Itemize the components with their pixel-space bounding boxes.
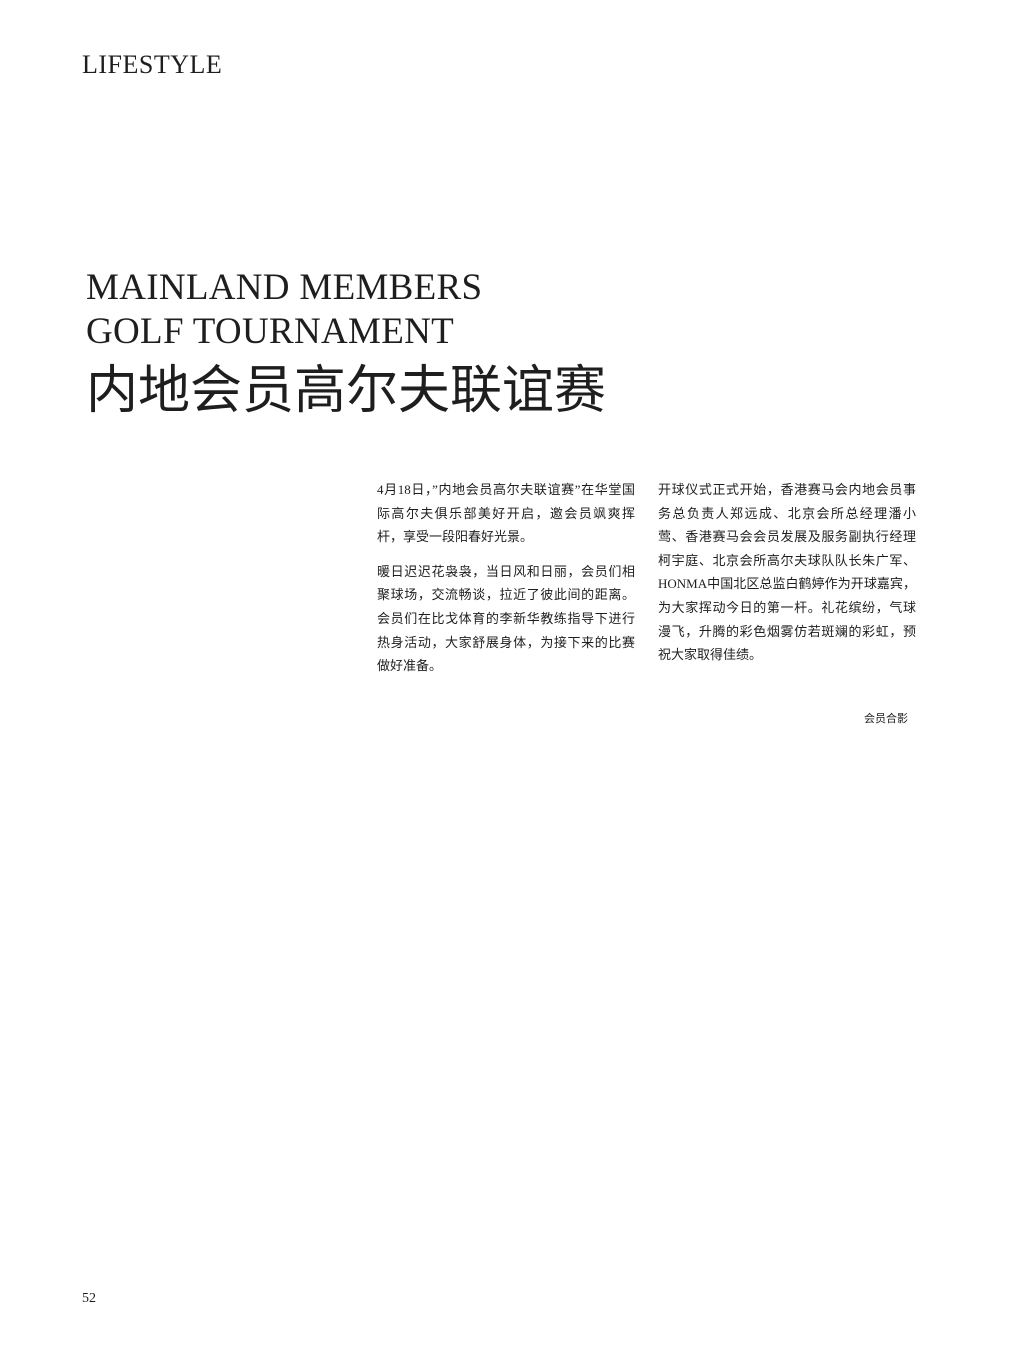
page-number: 52 [82,1291,96,1306]
title-english-line-1: MAINLAND MEMBERS [86,267,483,308]
article-title-block: MAINLAND MEMBERS GOLF TOURNAMENT 内地会员高尔夫… [86,266,686,426]
title-english-line-2: GOLF TOURNAMENT [86,311,455,352]
paragraph: 暖日迟迟花袅袅，当日风和日丽，会员们相聚球场，交流畅谈，拉近了彼此间的距离。会员… [377,563,635,674]
paragraph: 4月18日，”内地会员高尔夫联谊赛”在华堂国际高尔夫俱乐部美好开启，邀会员飒爽挥… [377,482,635,545]
section-label: LIFESTYLE [82,50,223,79]
article-column-2: 开球仪式正式开始，香港赛马会内地会员事务总负责人郑远成、北京会所总经理潘小莺、香… [658,478,916,678]
paragraph: 开球仪式正式开始，香港赛马会内地会员事务总负责人郑远成、北京会所总经理潘小莺、香… [658,482,916,663]
article-column-1: 4月18日，”内地会员高尔夫联谊赛”在华堂国际高尔夫俱乐部美好开启，邀会员飒爽挥… [377,478,635,689]
photo-caption: 会员合影 [864,713,908,725]
title-chinese: 内地会员高尔夫联谊赛 [86,361,607,421]
